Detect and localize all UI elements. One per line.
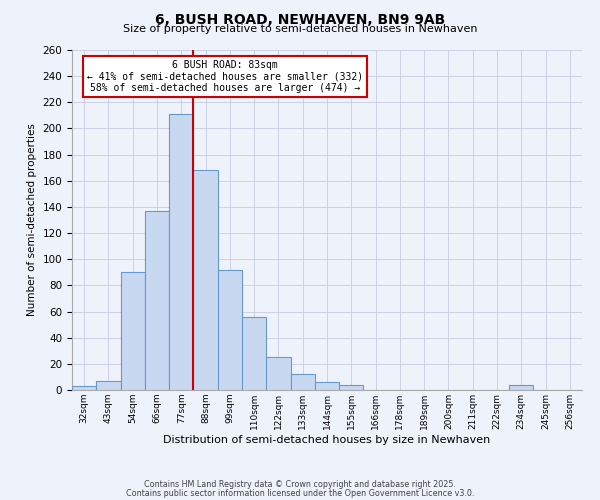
Bar [218,270,242,390]
Text: Contains public sector information licensed under the Open Government Licence v3: Contains public sector information licen… [126,489,474,498]
Bar [72,386,96,390]
Bar [290,374,315,390]
Bar [509,385,533,390]
Text: Contains HM Land Registry data © Crown copyright and database right 2025.: Contains HM Land Registry data © Crown c… [144,480,456,489]
Bar [339,385,364,390]
Bar [145,211,169,390]
Text: Size of property relative to semi-detached houses in Newhaven: Size of property relative to semi-detach… [123,24,477,34]
Bar [193,170,218,390]
Text: 6, BUSH ROAD, NEWHAVEN, BN9 9AB: 6, BUSH ROAD, NEWHAVEN, BN9 9AB [155,12,445,26]
X-axis label: Distribution of semi-detached houses by size in Newhaven: Distribution of semi-detached houses by … [163,434,491,444]
Bar [266,358,290,390]
Bar [96,381,121,390]
Bar [169,114,193,390]
Bar [242,317,266,390]
Bar [121,272,145,390]
Y-axis label: Number of semi-detached properties: Number of semi-detached properties [27,124,37,316]
Bar [315,382,339,390]
Text: 6 BUSH ROAD: 83sqm
← 41% of semi-detached houses are smaller (332)
58% of semi-d: 6 BUSH ROAD: 83sqm ← 41% of semi-detache… [87,60,363,94]
